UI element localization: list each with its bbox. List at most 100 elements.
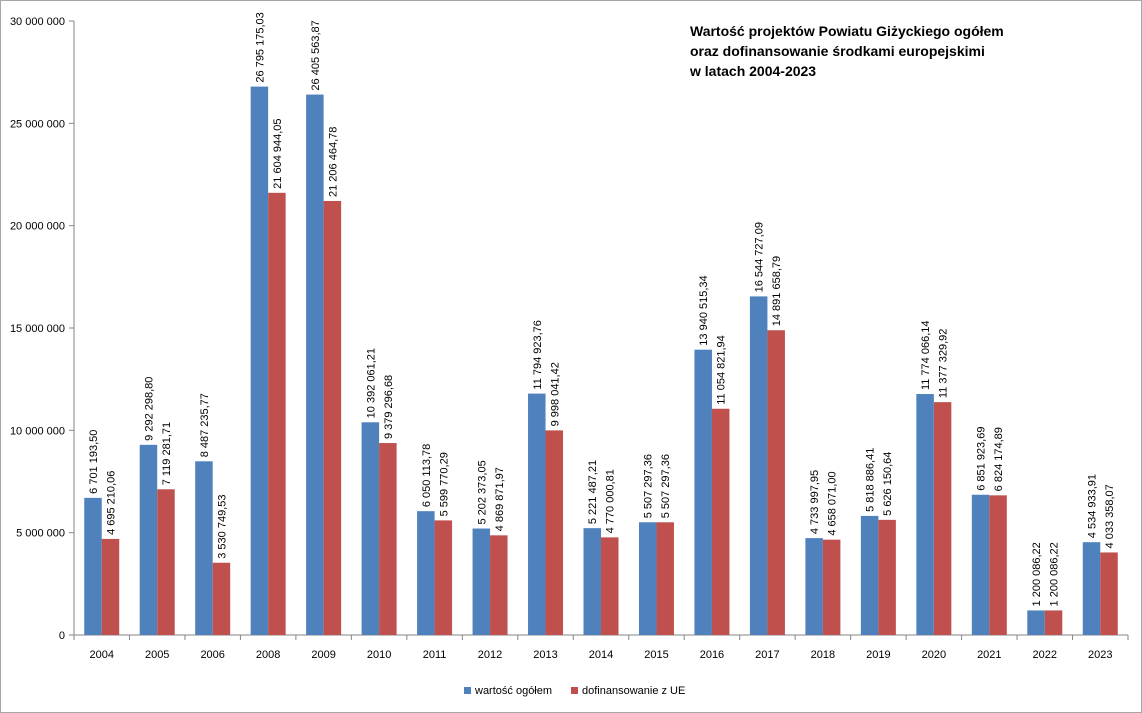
bar-eu-2014 — [601, 537, 619, 635]
data-label: 9 998 041,42 — [549, 362, 561, 426]
x-tick-label: 2015 — [644, 649, 668, 661]
bar-total-2020 — [916, 394, 934, 635]
data-label: 10 392 061,21 — [365, 348, 377, 418]
x-tick-label: 2005 — [145, 649, 169, 661]
bar-total-2006 — [195, 461, 213, 635]
y-tick-label: 10 000 000 — [10, 425, 65, 437]
data-label: 9 379 296,68 — [383, 375, 395, 439]
y-tick-label: 20 000 000 — [10, 221, 65, 233]
data-label: 4 733 997,95 — [809, 470, 821, 534]
data-label: 4 033 358,07 — [1104, 484, 1116, 548]
bar-eu-2005 — [157, 489, 175, 635]
bar-total-2019 — [860, 515, 879, 635]
title-line-1: Wartość projektów Powiatu Giżyckiego ogó… — [690, 23, 1004, 39]
x-tick-label: 2021 — [977, 649, 1001, 661]
x-tick-label: 2017 — [755, 649, 779, 661]
bar-eu-2008 — [268, 192, 286, 635]
data-label: 5 507 297,36 — [660, 454, 672, 518]
x-tick-label: 2013 — [533, 649, 557, 661]
x-tick-label: 2014 — [589, 649, 613, 661]
bar-eu-2011 — [434, 520, 453, 635]
data-label: 5 221 487,21 — [587, 460, 599, 524]
bar-total-2023 — [1082, 542, 1101, 635]
bar-total-2018 — [805, 538, 823, 635]
bar-total-2008 — [250, 86, 269, 635]
bar-total-2005 — [139, 444, 158, 635]
bars — [84, 86, 1118, 636]
bar-eu-2017 — [767, 330, 785, 635]
bar-total-2014 — [583, 528, 601, 635]
bar-eu-2019 — [878, 519, 896, 635]
bar-eu-2016 — [711, 408, 730, 635]
bar-total-2010 — [361, 422, 380, 635]
data-label: 5 202 373,05 — [476, 460, 488, 524]
data-label: 5 818 886,41 — [865, 448, 877, 512]
data-label: 4 695 210,06 — [105, 471, 117, 535]
y-tick-label: 25 000 000 — [10, 118, 65, 130]
x-tick-label: 2008 — [256, 649, 280, 661]
bar-eu-2020 — [933, 402, 952, 635]
data-label: 1 200 086,22 — [1031, 542, 1043, 606]
bar-total-2016 — [694, 349, 712, 635]
bar-total-2022 — [1027, 610, 1045, 635]
bar-eu-2013 — [545, 430, 564, 635]
data-label: 16 544 727,09 — [754, 222, 766, 292]
data-label: 7 119 281,71 — [161, 422, 173, 485]
data-label: 5 599 770,29 — [438, 452, 450, 516]
bar-total-2009 — [306, 94, 324, 636]
bar-total-2004 — [84, 497, 102, 635]
x-tick-label: 2010 — [367, 649, 391, 661]
data-label: 11 377 329,92 — [938, 329, 950, 399]
bar-eu-2004 — [101, 538, 120, 635]
data-label: 4 869 871,97 — [494, 467, 506, 531]
x-tick-label: 2004 — [89, 649, 113, 661]
x-tick-label: 2022 — [1033, 649, 1057, 661]
legend-swatch-1 — [464, 687, 471, 694]
legend-label-2: dofinansowanie z UE — [582, 685, 685, 697]
bar-eu-2009 — [323, 200, 342, 635]
title-line-2: oraz dofinansowanie środkami europejskim… — [690, 43, 985, 59]
bar-total-2015 — [638, 522, 657, 635]
x-tick-label: 2016 — [700, 649, 724, 661]
data-label: 21 206 464,78 — [327, 127, 339, 197]
x-tick-label: 2011 — [423, 649, 447, 661]
chart-title: Wartość projektów Powiatu Giżyckiego ogó… — [689, 23, 1004, 79]
data-label: 5 626 150,64 — [882, 452, 894, 516]
y-tick-label: 5 000 000 — [16, 528, 65, 540]
bar-eu-2012 — [490, 535, 508, 635]
bar-total-2013 — [528, 393, 546, 635]
x-tick-label: 2020 — [922, 649, 946, 661]
bar-eu-2015 — [656, 522, 674, 635]
data-label: 9 292 298,80 — [143, 377, 155, 441]
title-line-3: w latach 2004-2023 — [689, 63, 816, 79]
x-tick-label: 2009 — [311, 649, 335, 661]
legend-swatch-2 — [571, 687, 578, 694]
data-label: 26 795 175,03 — [254, 12, 266, 82]
y-tick-label: 15 000 000 — [10, 323, 65, 335]
data-label: 4 770 000,81 — [605, 469, 617, 533]
data-label: 4 534 933,91 — [1087, 474, 1099, 538]
bar-total-2012 — [472, 528, 491, 635]
legend-label-1: wartość ogółem — [474, 685, 552, 697]
data-label: 1 200 086,22 — [1049, 542, 1061, 606]
data-label: 6 824 174,89 — [993, 427, 1005, 491]
bar-total-2017 — [749, 296, 768, 635]
data-label: 6 050 113,78 — [421, 444, 433, 507]
data-label: 13 940 515,34 — [698, 275, 710, 345]
data-label: 4 658 071,00 — [827, 471, 839, 535]
bar-eu-2010 — [379, 443, 397, 635]
bar-total-2011 — [417, 511, 435, 635]
bar-eu-2022 — [1044, 610, 1063, 635]
data-label: 8 487 235,77 — [199, 393, 211, 457]
data-label: 6 851 923,69 — [976, 427, 988, 491]
y-tick-label: 0 — [59, 630, 65, 642]
data-label: 14 891 658,79 — [771, 256, 783, 326]
bar-eu-2023 — [1100, 552, 1118, 635]
bar-eu-2021 — [989, 495, 1007, 635]
x-tick-label: 2006 — [200, 649, 224, 661]
data-label: 11 794 923,76 — [532, 320, 544, 390]
data-label: 3 530 749,53 — [216, 495, 228, 559]
x-tick-label: 2018 — [811, 649, 835, 661]
x-tick-label: 2019 — [866, 649, 890, 661]
